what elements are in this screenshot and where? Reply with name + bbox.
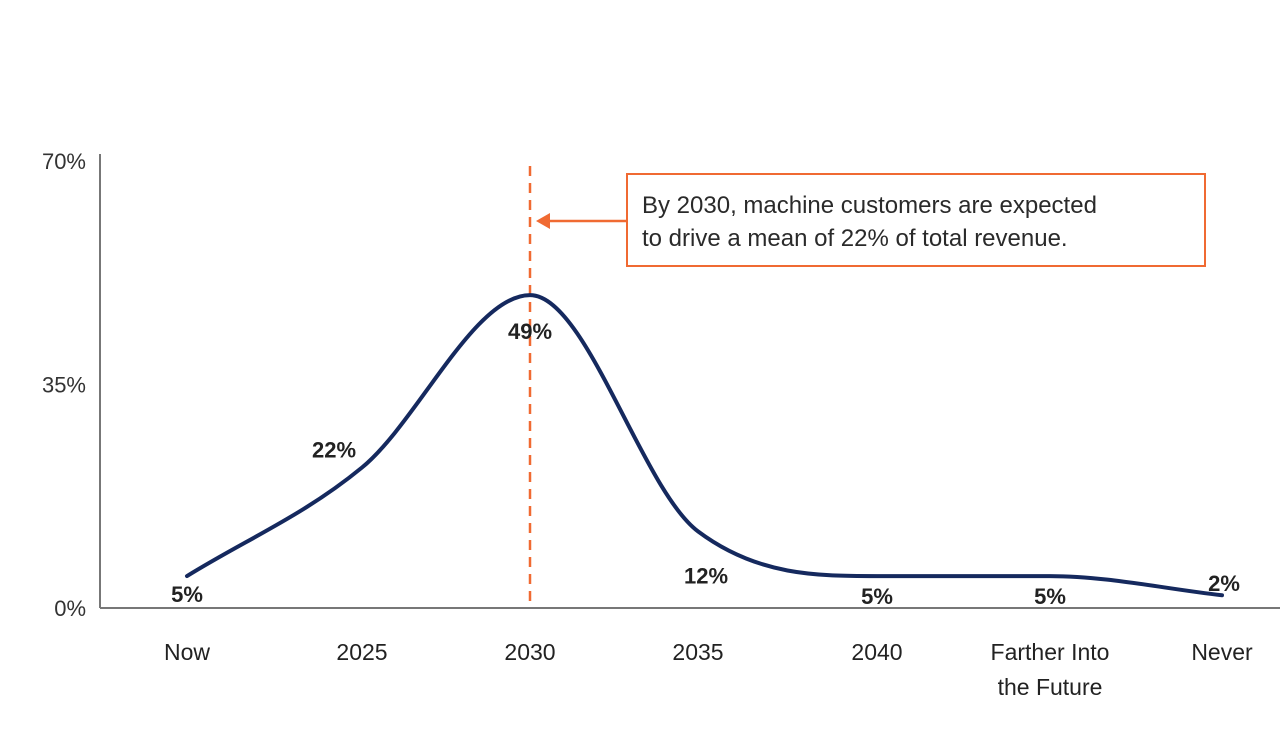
x-category-label: the Future xyxy=(998,674,1103,700)
y-axis-ticks: 0% 35% 70% xyxy=(42,149,86,621)
series-line xyxy=(185,293,1224,598)
callout-box: By 2030, machine customers are expected … xyxy=(626,173,1206,267)
x-category-label: 2040 xyxy=(851,639,902,665)
x-category-label: Never xyxy=(1191,639,1253,665)
callout-line-1: By 2030, machine customers are expected xyxy=(642,192,1097,219)
x-category-label: Now xyxy=(164,639,210,665)
y-tick-label: 35% xyxy=(42,373,86,398)
data-value-label: 5% xyxy=(861,584,893,609)
x-category-label: 2030 xyxy=(504,639,555,665)
callout-arrow-head xyxy=(536,213,550,229)
callout-arrow xyxy=(536,213,626,229)
data-value-label: 49% xyxy=(508,319,552,344)
x-category-label: 2025 xyxy=(336,639,387,665)
data-value-label: 22% xyxy=(312,438,356,463)
data-value-label: 5% xyxy=(171,582,203,607)
data-value-label: 2% xyxy=(1208,571,1240,596)
y-tick-label: 0% xyxy=(54,596,86,621)
data-labels: 5% 22% 49% 12% 5% 5% 2% xyxy=(171,319,1240,609)
data-value-label: 5% xyxy=(1034,584,1066,609)
x-axis-category-labels: Now 2025 2030 2035 2040 Farther Into the Futur… xyxy=(164,639,1253,700)
data-value-label: 12% xyxy=(684,563,728,588)
y-tick-label: 70% xyxy=(42,149,86,174)
x-category-label: 2035 xyxy=(672,639,723,665)
callout-line-2: to drive a mean of 22% of total revenue. xyxy=(642,225,1068,252)
x-category-label: Farther Into xyxy=(991,639,1110,665)
